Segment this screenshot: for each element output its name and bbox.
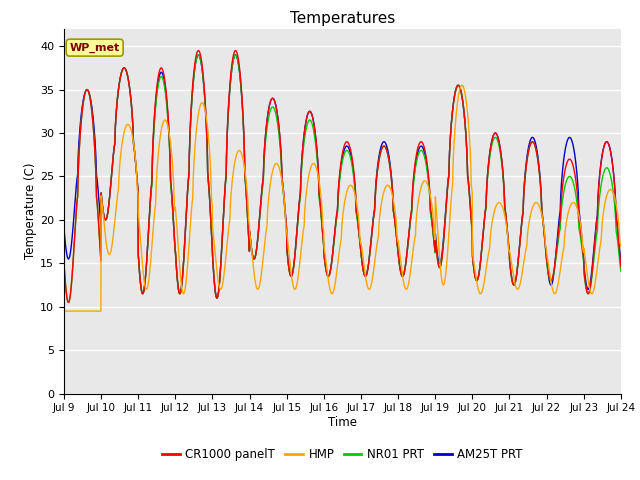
HMP <box>60 308 68 314</box>
Title: Temperatures: Temperatures <box>290 11 395 26</box>
Line: AM25T PRT: AM25T PRT <box>64 55 621 298</box>
Legend: CR1000 panelT, HMP, NR01 PRT, AM25T PRT: CR1000 panelT, HMP, NR01 PRT, AM25T PRT <box>157 443 527 466</box>
CR1000 panelT <box>216 279 223 285</box>
AM25T PRT <box>371 194 379 200</box>
X-axis label: Time: Time <box>328 416 357 429</box>
HMP <box>216 284 223 289</box>
NR01 PRT <box>60 262 68 267</box>
AM25T PRT <box>584 286 591 292</box>
HMP <box>584 271 591 277</box>
CR1000 panelT <box>505 242 513 248</box>
HMP <box>568 201 575 206</box>
AM25T PRT <box>213 295 221 301</box>
HMP <box>371 261 378 266</box>
NR01 PRT <box>65 300 72 305</box>
CR1000 panelT <box>617 264 625 269</box>
Line: NR01 PRT: NR01 PRT <box>64 55 621 302</box>
AM25T PRT <box>505 242 513 248</box>
CR1000 panelT <box>232 48 239 53</box>
NR01 PRT <box>232 52 239 58</box>
NR01 PRT <box>568 176 576 182</box>
CR1000 panelT <box>568 159 576 165</box>
NR01 PRT <box>371 197 379 203</box>
Y-axis label: Temperature (C): Temperature (C) <box>24 163 37 260</box>
NR01 PRT <box>216 279 223 285</box>
AM25T PRT <box>359 265 367 271</box>
HMP <box>358 250 366 255</box>
CR1000 panelT <box>359 265 367 271</box>
NR01 PRT <box>359 265 367 271</box>
AM25T PRT <box>568 138 576 144</box>
HMP <box>617 244 625 250</box>
CR1000 panelT <box>371 197 379 203</box>
HMP <box>458 83 466 88</box>
NR01 PRT <box>584 290 591 296</box>
NR01 PRT <box>505 243 513 249</box>
AM25T PRT <box>60 226 68 231</box>
NR01 PRT <box>617 268 625 274</box>
Line: HMP: HMP <box>64 85 621 311</box>
AM25T PRT <box>617 260 625 266</box>
CR1000 panelT <box>65 300 72 305</box>
Line: CR1000 panelT: CR1000 panelT <box>64 50 621 302</box>
AM25T PRT <box>216 279 223 285</box>
HMP <box>504 245 512 251</box>
CR1000 panelT <box>60 262 68 267</box>
Text: WP_met: WP_met <box>70 43 120 53</box>
AM25T PRT <box>232 52 239 58</box>
CR1000 panelT <box>584 290 591 296</box>
